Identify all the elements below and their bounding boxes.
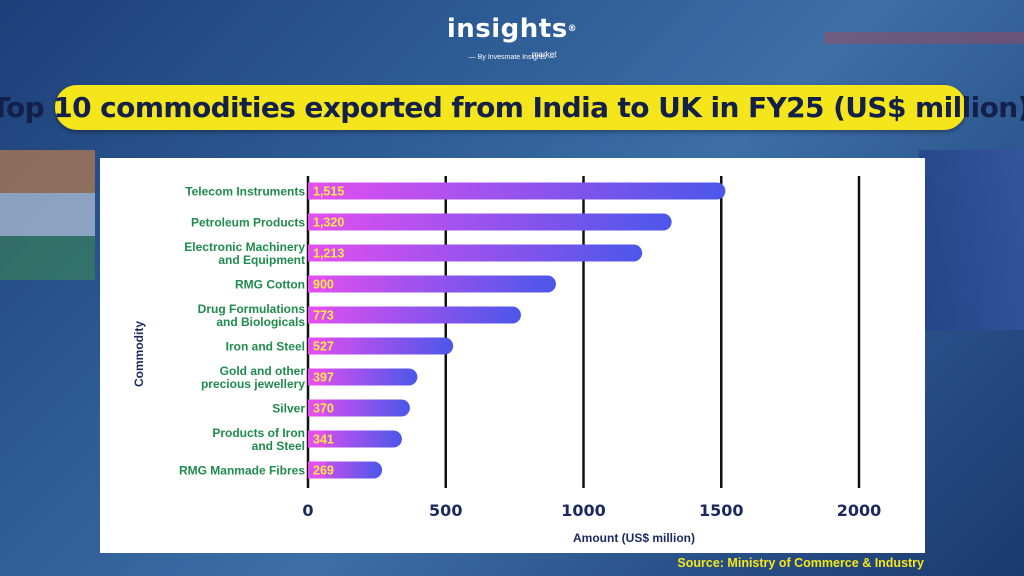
data-label: 397 — [313, 371, 334, 385]
bar — [308, 399, 410, 417]
brand-logo: insights® market — By Invesmate Insights… — [446, 14, 578, 61]
category-label: Gold and other — [220, 364, 306, 378]
category-label: Telecom Instruments — [185, 185, 305, 199]
logo-registered-mark: ® — [567, 24, 578, 34]
category-label: Drug Formulations — [198, 302, 306, 316]
bar-base — [308, 182, 325, 200]
data-label: 900 — [313, 278, 334, 292]
data-label: 1,515 — [313, 185, 344, 199]
bar-base — [308, 275, 325, 293]
bar — [308, 275, 556, 293]
bar — [308, 368, 418, 386]
bar — [308, 430, 402, 448]
logo-byline: By Invesmate Insights — [477, 54, 547, 61]
bar-chart: 0 500 1000 1500 2000 1,515 Telecom Instruments… — [132, 176, 882, 545]
bar — [308, 182, 726, 200]
chart-title: Top 10 commodities exported from India t… — [0, 91, 1024, 124]
bar-base — [308, 337, 325, 355]
bar-base — [308, 461, 325, 479]
category-label: and Equipment — [218, 253, 305, 267]
background-uk-flag — [919, 150, 1024, 330]
data-label: 1,213 — [313, 247, 344, 261]
x-tick-label: 1000 — [561, 501, 606, 520]
source-note: Source: Ministry of Commerce & Industry — [677, 556, 924, 570]
data-label: 773 — [313, 309, 334, 323]
category-label: RMG Cotton — [235, 278, 305, 292]
bar-base — [308, 368, 325, 386]
bar-base — [308, 306, 325, 324]
x-tick-label: 2000 — [837, 501, 882, 520]
category-label: Electronic Machinery — [184, 240, 305, 254]
x-tick-label: 1500 — [699, 501, 744, 520]
bar-base — [308, 213, 325, 231]
logo-subtext: market — [532, 50, 557, 59]
bar-base — [308, 430, 325, 448]
logo-text: insights — [446, 14, 568, 44]
data-label: 1,320 — [313, 216, 344, 230]
y-axis-title: Commodity — [132, 321, 146, 387]
category-label: and Steel — [252, 439, 305, 453]
category-label: Iron and Steel — [226, 340, 305, 354]
category-label: and Biologicals — [216, 315, 305, 329]
x-tick-label: 500 — [429, 501, 462, 520]
chart-panel: 0 500 1000 1500 2000 1,515 Telecom Instruments… — [100, 158, 925, 553]
data-label: 269 — [313, 464, 334, 478]
x-axis-title: Amount (US$ million) — [573, 531, 695, 545]
category-label: Petroleum Products — [191, 216, 305, 230]
category-label: precious jewellery — [201, 377, 305, 391]
bar — [308, 461, 383, 479]
title-banner: Top 10 commodities exported from India t… — [0, 85, 1024, 130]
data-label: 370 — [313, 402, 334, 416]
category-label: Silver — [272, 402, 305, 416]
data-label: 341 — [313, 433, 334, 447]
category-label: Products of Iron — [212, 426, 305, 440]
background-union-jack — [824, 0, 1024, 80]
bar — [308, 337, 454, 355]
background-india-flag — [0, 150, 95, 280]
data-label: 527 — [313, 340, 334, 354]
bar — [308, 306, 521, 324]
x-tick-label: 0 — [302, 501, 313, 520]
bar — [308, 213, 672, 231]
bar-base — [308, 399, 325, 417]
category-label: RMG Manmade Fibres — [179, 464, 305, 478]
bar-base — [308, 244, 325, 262]
bar — [308, 244, 643, 262]
